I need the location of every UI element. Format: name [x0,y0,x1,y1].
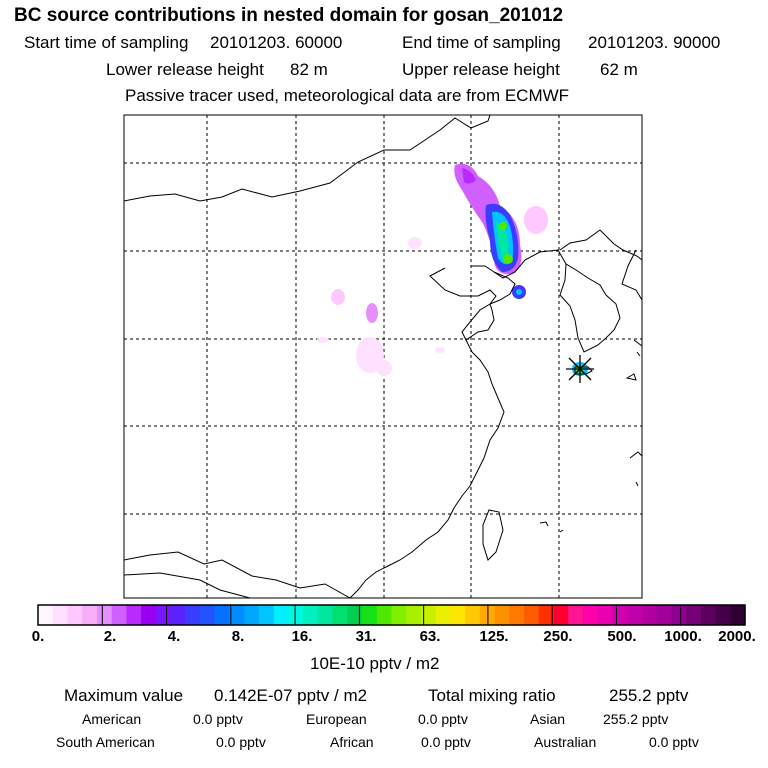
colorbar-segment [185,605,201,625]
colorbar-segment [214,605,231,625]
colorbar-segment [686,605,702,625]
total-mixing-label: Total mixing ratio [428,686,556,705]
colorbar-segment [258,605,275,625]
colorbar-segment [450,605,466,625]
colorbar-unit: 10E-10 pptv / m2 [310,654,440,673]
max-value: 0.142E-07 pptv / m2 [214,686,368,705]
max-value-label: Maximum value [64,686,184,705]
colorbar-segment [671,605,687,625]
colorbar-segment [111,605,127,625]
start-time-value: 20101203. 60000 [210,33,343,52]
colorbar-tick-500: 500. [607,628,637,645]
colorbar-segment [568,605,584,625]
asian-value: 255.2 pptv [603,711,669,727]
colorbar-tick-250: 250. [543,628,573,645]
colorbar-segment [700,605,717,625]
colorbar-segment [332,605,348,625]
colorbar-segment [524,605,540,625]
colorbar-tick-125: 125. [479,628,509,645]
colorbar-segment [391,605,407,625]
colorbar-segment [420,605,437,625]
african-value: 0.0 pptv [421,734,471,750]
colorbar-segment [67,605,83,625]
colorbar-tick-0: 0. [31,628,45,645]
upper-height-label: Upper release height [402,60,560,79]
colorbar-tick-2: 2. [103,628,117,645]
asian-label: Asian [530,711,566,727]
total-mixing-value: 255.2 pptv [609,686,689,705]
start-time-label: Start time of sampling [24,33,189,52]
colorbar-segment [38,605,54,625]
european-value: 0.0 pptv [418,711,468,727]
colorbar-segment [317,605,334,625]
colorbar-segment [494,605,510,625]
colorbar-segment [303,605,319,625]
colorbar-segment [597,605,614,625]
south-american-label: South American [56,734,155,750]
tracer-info: Passive tracer used, meteorological data… [125,86,570,105]
colorbar-segment [96,605,113,625]
colorbar-segment [229,605,245,625]
colorbar-segment [155,605,172,625]
colorbar-segment [376,605,393,625]
colorbar-segment [52,605,69,625]
american-label: American [82,711,142,727]
lower-height-value: 82 m [290,60,328,79]
colorbar-segment [465,605,481,625]
colorbar-segment [582,605,599,625]
australian-value: 0.0 pptv [649,734,699,750]
colorbar-segment [273,605,289,625]
colorbar-tick-2000: 2000. [718,628,756,645]
tracer-plume [317,163,588,376]
australian-label: Australian [534,734,597,750]
colorbar-segment [509,605,525,625]
colorbar-segment [200,605,216,625]
colorbar-segment [435,605,452,625]
colorbar-segment [715,605,731,625]
coastlines [124,115,642,598]
colorbar-segment [612,605,628,625]
colorbar-tick-63: 63. [419,628,441,645]
colorbar-segment [141,605,157,625]
colorbar-segment [553,605,569,625]
end-time-value: 20101203. 90000 [588,33,721,52]
african-label: African [330,734,374,750]
colorbar-segment [347,605,363,625]
colorbar-segment [244,605,260,625]
colorbar-segment [170,605,186,625]
map-frame [123,114,643,599]
colorbar-tick-8: 8. [231,628,245,645]
south-american-value: 0.0 pptv [216,734,266,750]
colorbar-segment [538,605,555,625]
colorbar-segment [406,605,422,625]
plot-title: BC source contributions in nested domain… [14,5,564,26]
colorbar-segment [730,605,746,625]
lower-height-label: Lower release height [106,60,264,79]
receptor-marker-icon [566,355,594,383]
colorbar-segment [362,605,378,625]
colorbar-frame [37,604,746,626]
colorbar-segment [656,605,672,625]
colorbar-segment [627,605,643,625]
european-label: European [306,711,367,727]
colorbar-tick-4: 4. [167,628,181,645]
colorbar-tick-16: 16. [291,628,313,645]
colorbar-segment [126,605,142,625]
upper-height-value: 62 m [600,60,638,79]
colorbar-segment [82,605,98,625]
end-time-label: End time of sampling [402,33,561,52]
american-value: 0.0 pptv [193,711,243,727]
colorbar-tick-31: 31. [355,628,377,645]
colorbar-tick-1000: 1000. [664,628,702,645]
colorbar-segment [288,605,304,625]
colorbar [38,605,746,625]
colorbar-segment [641,605,658,625]
